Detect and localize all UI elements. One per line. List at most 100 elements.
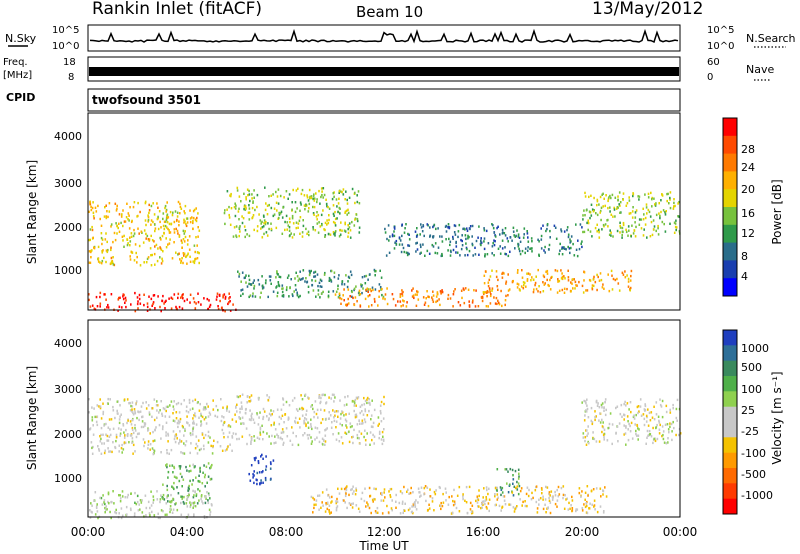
power-cell	[307, 230, 310, 233]
power-cell	[596, 203, 598, 207]
velocity-cell	[270, 414, 272, 417]
power-cell	[438, 298, 440, 301]
power-cell	[254, 208, 256, 212]
velocity-cell	[289, 439, 292, 442]
power-cell	[640, 218, 643, 221]
velocity-cell	[324, 510, 327, 513]
power-cell	[449, 243, 451, 247]
velocity-cell	[92, 433, 95, 436]
power-cell	[132, 234, 135, 238]
power-cell	[478, 253, 480, 256]
power-cell	[448, 226, 451, 230]
velocity-cell	[262, 438, 264, 441]
power-cell	[439, 235, 441, 238]
nsky-label: N.Sky	[5, 32, 37, 45]
power-cell	[285, 288, 288, 292]
velocity-cell	[197, 488, 199, 491]
velocity-cell	[173, 487, 175, 491]
velocity-cell	[134, 491, 136, 495]
velocity-cell	[636, 434, 638, 437]
velocity-cell	[119, 494, 121, 497]
velocity-cell	[257, 396, 260, 400]
velocity-cell	[276, 408, 279, 411]
velocity-cell	[661, 415, 664, 419]
velocity-cell	[115, 508, 117, 512]
velocity-cell	[100, 496, 103, 500]
power-cell	[489, 288, 491, 292]
power-cell	[424, 301, 427, 304]
velocity-cell	[109, 398, 111, 401]
power-cell	[546, 278, 548, 282]
velocity-cell	[102, 402, 104, 405]
power-cell	[195, 236, 197, 239]
power-cell	[299, 294, 301, 298]
velocity-cell	[206, 491, 208, 494]
power-cell	[220, 306, 223, 310]
velocity-cell	[129, 434, 132, 437]
power-cell	[276, 209, 278, 212]
velocity-cell	[548, 499, 551, 502]
power-cell	[324, 228, 326, 232]
velocity-cell	[660, 405, 663, 408]
velocity-cell	[532, 496, 534, 500]
power-cell	[504, 234, 507, 237]
power-cell	[626, 274, 628, 277]
velocity-cell	[297, 421, 299, 424]
velocity-cell	[262, 481, 264, 484]
velocity-cell	[202, 471, 204, 474]
power-cell	[161, 234, 164, 238]
velocity-cell	[206, 481, 208, 484]
velocity-cell	[169, 505, 172, 508]
velocity-cell	[180, 513, 183, 516]
power-cell	[329, 278, 331, 281]
power-cell	[485, 305, 488, 308]
velocity-cell	[201, 433, 204, 436]
velocity-cell	[136, 432, 139, 436]
velocity-cell	[353, 404, 356, 407]
velocity-cell	[605, 495, 608, 498]
power-cell	[416, 248, 419, 251]
power-cell	[477, 236, 479, 239]
velocity-cell	[107, 426, 110, 429]
power-cell	[266, 213, 269, 216]
power-cell	[530, 247, 532, 250]
power-cell	[179, 258, 181, 261]
velocity-cell	[298, 417, 301, 420]
power-cell	[114, 202, 117, 205]
power-cell	[273, 213, 276, 216]
power-cell	[345, 274, 347, 277]
velocity-cell	[379, 404, 382, 407]
power-cell	[277, 281, 280, 284]
power-cell	[563, 247, 566, 250]
velocity-cell	[401, 492, 404, 495]
power-cell	[428, 252, 431, 255]
power-cell	[142, 241, 145, 244]
velocity-cell	[149, 432, 151, 435]
power-cell	[307, 291, 310, 294]
power-cell	[523, 233, 525, 236]
velocity-cell	[519, 489, 522, 493]
power-cell	[631, 224, 633, 227]
power-cell	[123, 234, 125, 238]
velocity-cell	[102, 410, 105, 414]
power-cell	[335, 198, 338, 201]
velocity-cell	[631, 437, 634, 440]
power-cell	[527, 272, 530, 275]
power-cell	[543, 275, 546, 279]
velocity-cell	[112, 441, 114, 444]
power-cell	[268, 203, 270, 207]
power-cell	[299, 201, 302, 204]
power-cell	[312, 289, 315, 292]
velocity-cell	[655, 426, 657, 430]
velocity-cell	[345, 424, 347, 427]
power-cell	[627, 234, 629, 237]
power-cell	[267, 222, 269, 225]
velocity-cell	[263, 410, 266, 413]
velocity-cell	[371, 399, 373, 402]
power-cell	[294, 201, 297, 204]
power-cell	[296, 207, 298, 210]
power-cell	[97, 260, 100, 263]
power-cell	[544, 251, 546, 254]
velocity-cell	[210, 503, 213, 506]
velocity-cell	[644, 408, 647, 412]
